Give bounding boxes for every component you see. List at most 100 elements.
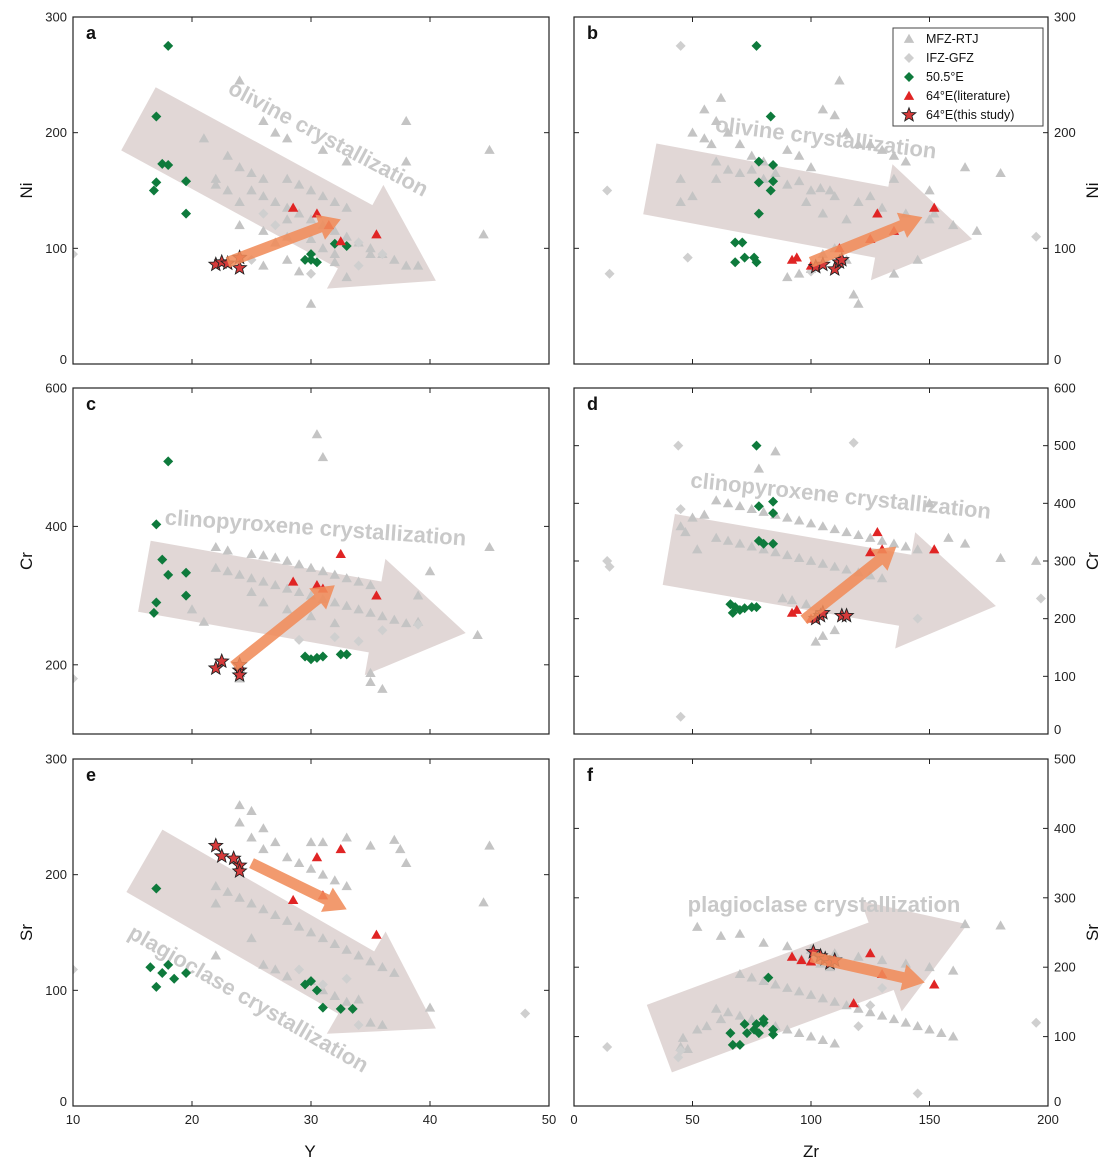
point-d505	[765, 111, 776, 122]
point-mfz	[329, 618, 340, 628]
point-mfz	[782, 941, 793, 951]
point-mfz	[793, 552, 805, 563]
point-d505	[753, 177, 764, 188]
point-ifz	[602, 556, 613, 566]
point-ifz	[270, 220, 281, 231]
point-lit	[865, 948, 876, 958]
point-mfz	[412, 590, 424, 600]
point-mfz	[412, 260, 424, 270]
point-d505	[311, 257, 322, 268]
panels-layer: olivine crystallizationa0100200300Nioliv…	[17, 10, 1102, 1128]
point-d505	[300, 254, 311, 265]
point-mfz	[770, 547, 781, 557]
point-mfz	[692, 544, 703, 554]
point-mfz	[865, 191, 876, 201]
point-mfz	[329, 225, 340, 235]
point-mfz	[234, 75, 245, 85]
point-mfz	[341, 202, 352, 212]
point-lit	[786, 607, 798, 617]
point-mfz	[365, 1017, 376, 1027]
point-mfz	[924, 498, 935, 508]
point-mfz	[865, 570, 876, 580]
legend-item-study: 64°E(this study)	[900, 106, 1014, 122]
point-mfz	[912, 254, 923, 264]
point-mfz	[258, 844, 269, 854]
panel-f: plagioclase crystallization f 0 50 100 150 200…	[570, 752, 1102, 1128]
point-lit	[335, 844, 346, 854]
y-tick-label: 200	[45, 867, 67, 882]
point-mfz	[282, 915, 293, 925]
point-mfz	[829, 110, 840, 120]
point-mfz	[365, 243, 376, 253]
point-mfz	[888, 538, 900, 548]
point-mfz	[711, 156, 722, 166]
y-tick-label: 200	[1054, 611, 1076, 626]
point-mfz	[734, 1010, 746, 1020]
point-d505	[730, 237, 741, 248]
legend-label: 64°E(literature)	[926, 89, 1010, 103]
y-tick-label: 300	[45, 752, 67, 767]
point-mfz	[282, 173, 293, 183]
point-mfz	[817, 208, 829, 218]
point-mfz	[865, 532, 876, 542]
point-mfz	[258, 115, 269, 125]
point-mfz	[329, 990, 340, 1001]
point-d505	[768, 1024, 779, 1035]
point-mfz	[329, 196, 340, 206]
point-d505	[739, 1019, 750, 1030]
point-ifz	[377, 249, 388, 260]
point-mfz	[484, 144, 495, 154]
point-mfz	[675, 173, 686, 183]
trend-arrow	[643, 143, 973, 281]
point-d505	[751, 257, 762, 268]
point-mfz	[853, 196, 864, 206]
point-mfz	[234, 800, 245, 810]
vector-arrow	[225, 214, 341, 268]
x-tick-label: 10	[66, 1112, 80, 1127]
point-mfz	[246, 185, 257, 195]
point-mfz	[746, 541, 757, 551]
point-d505	[758, 1014, 769, 1025]
point-mfz	[365, 580, 376, 590]
point-mfz	[317, 452, 329, 462]
point-mfz	[841, 526, 852, 537]
x-tick-label: 50	[542, 1112, 556, 1127]
point-mfz	[246, 586, 257, 597]
point-ifz	[673, 440, 684, 451]
point-mfz	[389, 614, 400, 624]
point-mfz	[246, 832, 257, 842]
point-mfz	[401, 618, 412, 628]
point-d505	[737, 237, 748, 248]
point-mfz	[389, 834, 400, 844]
point-ifz	[73, 249, 78, 260]
point-mfz	[782, 272, 793, 282]
point-mfz	[258, 225, 269, 235]
point-mfz	[734, 928, 746, 938]
point-mfz	[317, 933, 329, 943]
point-mfz	[282, 214, 293, 224]
point-mfz	[311, 429, 323, 439]
y-axis-title: Cr	[17, 552, 36, 570]
point-mfz	[305, 927, 317, 937]
point-mfz	[865, 139, 876, 149]
point-mfz	[424, 1002, 436, 1012]
point-mfz	[305, 863, 317, 873]
point-mfz	[711, 532, 722, 542]
point-mfz	[341, 272, 352, 282]
point-mfz	[900, 156, 911, 166]
point-mfz	[746, 150, 757, 160]
point-mfz	[270, 964, 281, 974]
point-mfz	[401, 857, 412, 867]
point-mfz	[687, 512, 698, 522]
point-mfz	[317, 566, 329, 576]
point-mfz	[389, 967, 400, 977]
point-mfz	[270, 552, 281, 562]
point-d505	[742, 1028, 753, 1039]
point-d505	[181, 590, 192, 601]
point-mfz	[293, 559, 305, 569]
point-ifz	[675, 1045, 686, 1056]
x-tick-label: 30	[304, 1112, 318, 1127]
point-d505	[751, 1019, 762, 1030]
point-mfz	[329, 597, 340, 607]
point-d505	[727, 1039, 738, 1050]
